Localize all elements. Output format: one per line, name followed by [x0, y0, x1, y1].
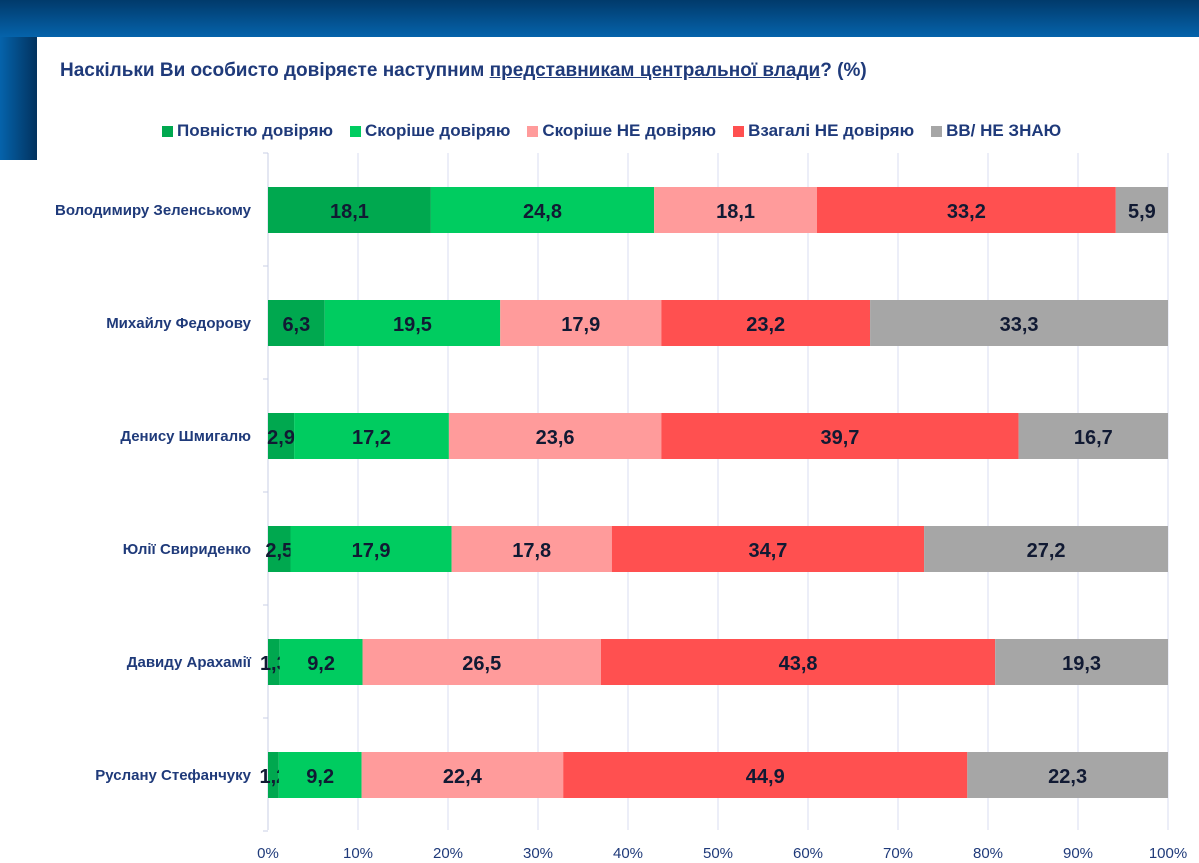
title-underlined: представникам центральної влади [489, 60, 821, 81]
x-tick-label: 70% [883, 845, 913, 862]
chart-title: Наскільки Ви особисто довіряєте наступни… [60, 60, 867, 82]
x-tick-label: 0% [257, 845, 279, 862]
bar-segment [268, 526, 291, 572]
bar-segment [817, 187, 1116, 233]
data-label: 17,9 [352, 540, 391, 562]
bar-segment [278, 752, 362, 798]
data-label: 19,5 [393, 314, 432, 336]
x-tick-label: 90% [1063, 845, 1093, 862]
legend: Повністю довіряю Скоріше довіряю Скоріше Н… [162, 121, 1061, 141]
title-text: Наскільки Ви особисто довіряєте наступни… [60, 60, 490, 81]
x-tick-label: 20% [433, 845, 463, 862]
bar-segment [563, 752, 968, 798]
bar-segment [995, 639, 1168, 685]
legend-label: Взагалі НЕ довіряю [748, 121, 915, 140]
data-label: 22,4 [443, 766, 483, 788]
bar-segment [294, 413, 449, 459]
bar-segment [268, 639, 280, 685]
legend-swatch [931, 125, 943, 137]
data-label: 5,9 [1128, 201, 1156, 223]
x-tick-label: 60% [793, 845, 823, 862]
data-label: 17,9 [561, 314, 600, 336]
data-label: 39,7 [820, 427, 859, 449]
legend-item: Взагалі НЕ довіряю [733, 121, 914, 141]
x-tick-label: 10% [343, 845, 373, 862]
category-label: Денису Шмигалю [120, 428, 251, 445]
bar-segment [362, 639, 601, 685]
bar-segment [611, 526, 925, 572]
legend-label: Скоріше довіряю [365, 121, 511, 140]
x-tick-label: 40% [613, 845, 643, 862]
x-tick-label: 80% [973, 845, 1003, 862]
legend-swatch [527, 125, 539, 137]
bar-segment [268, 187, 431, 233]
bar-segment [1018, 413, 1168, 459]
bar-segment [268, 752, 279, 798]
title-suffix: ? (%) [820, 60, 867, 81]
data-label: 9,2 [307, 653, 335, 675]
data-label: 43,8 [779, 653, 818, 675]
data-label: 33,3 [1000, 314, 1039, 336]
bar-segment [448, 413, 662, 459]
x-tick-label: 30% [523, 845, 553, 862]
data-label: 27,2 [1027, 540, 1066, 562]
x-tick-label: 50% [703, 845, 733, 862]
side-banner [0, 37, 37, 160]
data-label: 33,2 [947, 201, 986, 223]
data-label: 23,6 [536, 427, 575, 449]
bar-segment [654, 187, 817, 233]
bar-segment [451, 526, 612, 572]
data-label: 19,3 [1062, 653, 1101, 675]
data-label: 17,2 [352, 427, 391, 449]
category-label: Юлії Свириденко [123, 541, 251, 558]
legend-label: Скоріше НЕ довіряю [542, 121, 717, 140]
data-label: 22,3 [1048, 766, 1087, 788]
data-label: 24,8 [523, 201, 562, 223]
bar-segment [500, 300, 662, 346]
legend-label: ВВ/ НЕ ЗНАЮ [946, 121, 1062, 140]
data-label: 34,7 [748, 540, 787, 562]
bar-segment [361, 752, 564, 798]
data-label: 16,7 [1074, 427, 1113, 449]
bar-segment [601, 639, 996, 685]
category-label: Давиду Арахамії [127, 654, 252, 671]
data-label: 2,9 [267, 427, 295, 449]
category-label: Руслану Стефанчуку [95, 767, 251, 784]
legend-swatch [350, 125, 362, 137]
legend-item: Повністю довіряю [162, 121, 333, 141]
bar-segment [870, 300, 1168, 346]
legend-label: Повністю довіряю [177, 121, 334, 140]
legend-swatch [733, 125, 745, 137]
data-label: 6,3 [282, 314, 310, 336]
data-label: 23,2 [746, 314, 785, 336]
data-label: 9,2 [306, 766, 334, 788]
data-label: 18,1 [330, 201, 369, 223]
data-label: 18,1 [716, 201, 755, 223]
x-tick-label: 100% [1149, 845, 1187, 862]
data-label: 44,9 [746, 766, 785, 788]
bar-segment [661, 300, 871, 346]
bar-segment [1115, 187, 1168, 233]
bar-segment [290, 526, 452, 572]
bar-segment [430, 187, 655, 233]
data-label: 26,5 [462, 653, 501, 675]
legend-swatch [162, 125, 173, 137]
bar-segment [268, 300, 325, 346]
bar-segment [967, 752, 1168, 798]
category-label: Михайлу Федорову [106, 315, 251, 332]
data-label: 17,8 [512, 540, 551, 562]
bar-segment [268, 413, 295, 459]
bar-segment [924, 526, 1168, 572]
header-banner [0, 0, 1199, 37]
category-label: Володимиру Зеленському [55, 202, 252, 219]
legend-item: ВВ/ НЕ ЗНАЮ [931, 121, 1061, 141]
legend-item: Скоріше НЕ довіряю [527, 121, 716, 141]
bar-segment [279, 639, 363, 685]
bar-segment [661, 413, 1019, 459]
data-label: 2,5 [265, 540, 293, 562]
legend-item: Скоріше довіряю [350, 121, 510, 141]
bar-segment [324, 300, 501, 346]
